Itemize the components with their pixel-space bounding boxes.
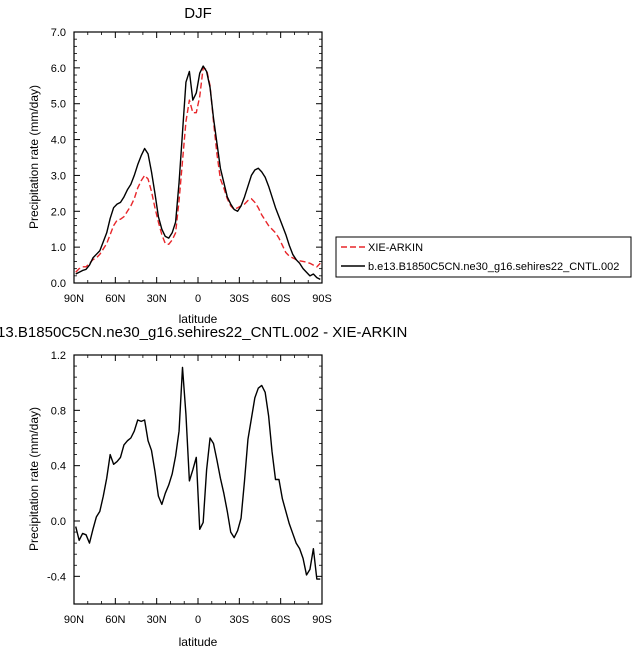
- y-axis-label: Precipitation rate (mm/day): [27, 85, 41, 229]
- series-group: [75, 65, 321, 281]
- legend-box: [335, 236, 632, 278]
- y-tick-label: 2.0: [51, 206, 66, 218]
- legend-label-model: b.e13.B1850C5CN.ne30_g16.sehires22_CNTL.…: [368, 261, 619, 273]
- x-tick-label: 60N: [105, 293, 125, 305]
- x-tick-label: 60N: [105, 614, 125, 626]
- y-tick-label: -0.4: [47, 571, 66, 583]
- x-tick-label: 60S: [271, 293, 291, 305]
- x-tick-label: 60S: [271, 614, 291, 626]
- x-tick-label: 30S: [230, 293, 250, 305]
- y-axis: 0.0 1.0 2.0 3.0 4.0 5.0 6.0 7.0: [51, 27, 322, 290]
- y-tick-label: 0.0: [51, 516, 66, 528]
- x-tick-label: 90S: [312, 614, 332, 626]
- legend-label-xie-arkin: XIE-ARKIN: [368, 242, 423, 254]
- x-axis-label: latitude: [179, 635, 218, 649]
- y-tick-label: 1.2: [51, 350, 66, 362]
- x-tick-label: 90N: [64, 614, 84, 626]
- y-axis-label: Precipitation rate (mm/day): [27, 407, 41, 551]
- plot-frame: [73, 31, 323, 284]
- x-axis: 90N 60N 30N 0 30S 60S 90S: [64, 355, 332, 626]
- y-tick-label: 6.0: [51, 63, 66, 75]
- x-axis: 90N 60N 30N 0 30S 60S 90S: [64, 32, 332, 305]
- x-tick-label: 90S: [312, 293, 332, 305]
- y-tick-label: 1.0: [51, 242, 66, 254]
- panel-bottom: e13.B1850C5CN.ne30_g16.sehires22_CNTL.00…: [0, 324, 407, 649]
- chart-title: DJF: [184, 5, 212, 22]
- y-tick-label: 4.0: [51, 135, 66, 147]
- x-axis-label: latitude: [179, 312, 218, 326]
- series-group: [75, 366, 321, 580]
- x-tick-label: 30S: [230, 614, 250, 626]
- x-tick-label: 30N: [147, 614, 167, 626]
- y-tick-label: 3.0: [51, 170, 66, 182]
- y-tick-label: 7.0: [51, 27, 66, 39]
- panel-top: DJF 0.0 1.0 2.0 3.0 4.0 5.0 6.0 7.0 90N 60N 30N 0 3…: [27, 5, 632, 326]
- chart-title: e13.B1850C5CN.ne30_g16.sehires22_CNTL.00…: [0, 324, 407, 341]
- y-tick-label: 0.4: [51, 461, 66, 473]
- series-line-xie-arkin: [75, 67, 321, 273]
- legend: XIE-ARKIN b.e13.B1850C5CN.ne30_g16.sehir…: [335, 236, 632, 278]
- series-line-b-e13-b1850c5cn-ne30-g16-sehires22-cntl-002: [75, 65, 321, 281]
- x-tick-label: 0: [195, 614, 201, 626]
- series-line-difference: [75, 366, 321, 580]
- y-axis: -0.4 0.0 0.4 0.8 1.2: [47, 350, 322, 583]
- x-tick-label: 0: [195, 293, 201, 305]
- x-tick-label: 90N: [64, 293, 84, 305]
- y-tick-label: 0.0: [51, 278, 66, 290]
- y-tick-label: 5.0: [51, 99, 66, 111]
- y-tick-label: 0.8: [51, 405, 66, 417]
- x-tick-label: 30N: [147, 293, 167, 305]
